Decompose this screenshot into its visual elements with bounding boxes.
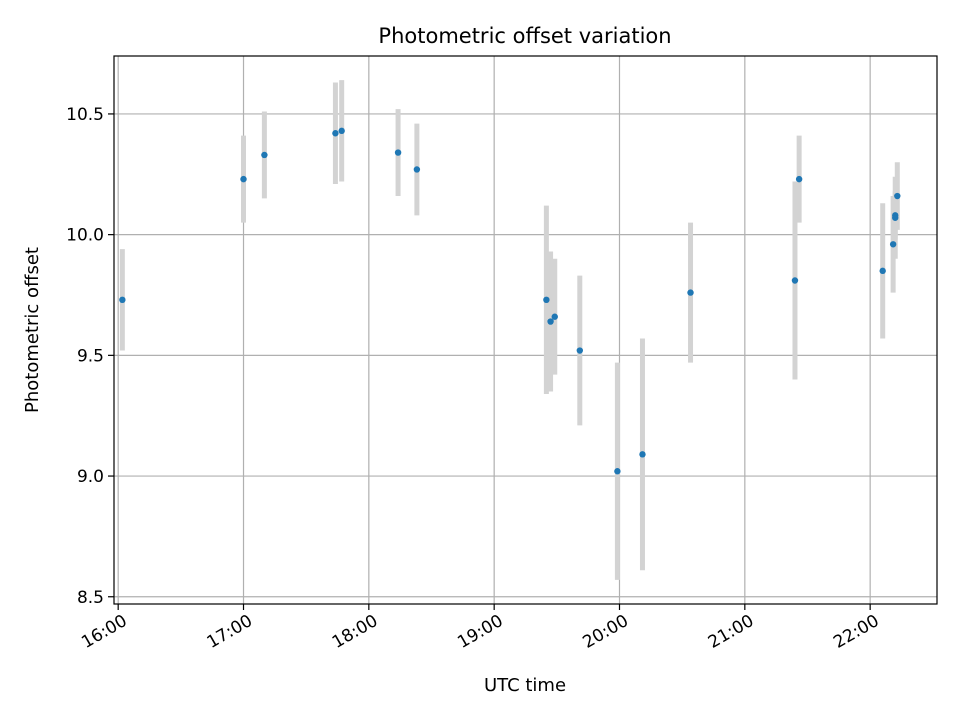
data-point xyxy=(261,151,268,159)
data-point xyxy=(576,347,584,354)
data-points xyxy=(119,127,901,475)
plot-frame xyxy=(113,55,938,605)
data-point xyxy=(119,296,126,304)
data-point xyxy=(614,468,621,475)
data-point xyxy=(413,166,421,173)
data-point xyxy=(543,296,550,304)
data-point xyxy=(240,175,247,183)
data-point xyxy=(879,267,886,275)
y-axis: 8.5 9.0 9.5 10.0 10.5 xyxy=(66,105,114,608)
data-point xyxy=(791,277,799,284)
data-point xyxy=(892,212,899,219)
data-point xyxy=(394,149,402,156)
y-tick-label: 8.5 xyxy=(77,588,104,608)
y-tick-label: 10.5 xyxy=(66,105,104,125)
y-tick-label: 10.0 xyxy=(66,226,104,246)
data-point xyxy=(795,175,803,183)
y-axis-title: Photometric offset xyxy=(22,247,43,413)
data-point xyxy=(547,318,554,325)
data-point xyxy=(332,130,339,137)
data-point xyxy=(894,192,901,200)
data-point xyxy=(338,127,345,135)
x-axis-title: UTC time xyxy=(484,675,566,696)
data-point xyxy=(639,451,646,458)
data-point xyxy=(687,289,694,296)
data-point xyxy=(551,313,558,320)
data-point xyxy=(889,241,897,248)
chart-title: Photometric offset variation xyxy=(378,24,671,48)
y-tick-label: 9.0 xyxy=(77,467,104,487)
y-tick-label: 9.5 xyxy=(77,346,104,366)
